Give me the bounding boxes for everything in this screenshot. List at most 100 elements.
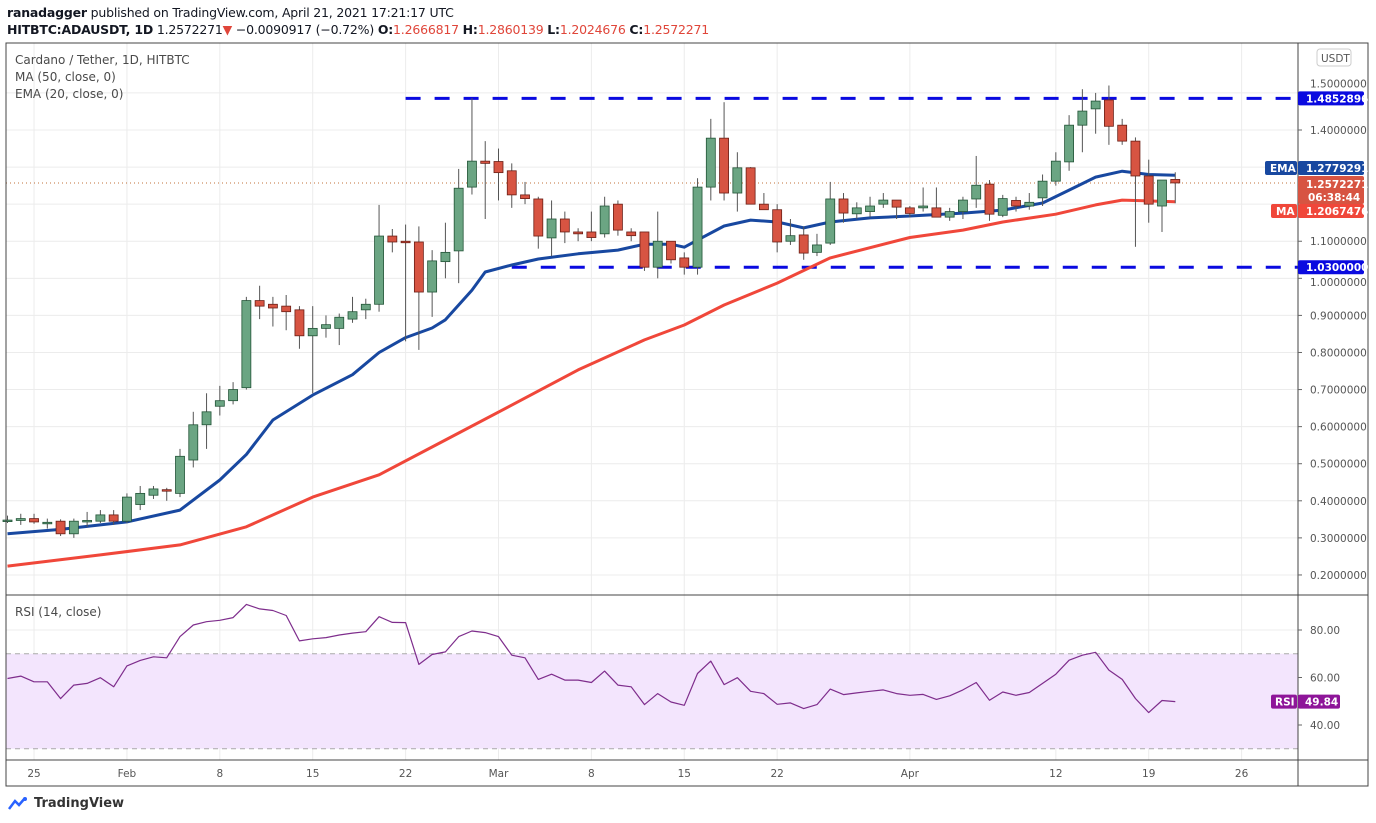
candle xyxy=(891,199,902,219)
candle xyxy=(440,222,451,279)
ema-legend[interactable]: EMA (20, close, 0) xyxy=(15,87,124,101)
ma-legend[interactable]: MA (50, close, 0) xyxy=(15,70,116,84)
candle-body-up xyxy=(467,160,477,188)
candle-body-up xyxy=(214,400,225,407)
candle xyxy=(1064,115,1074,171)
support-price-label-bg xyxy=(1298,260,1364,275)
candle xyxy=(228,382,238,405)
rsi-legend[interactable]: RSI (14, close) xyxy=(15,605,102,619)
candle xyxy=(55,519,66,537)
candle-body-up xyxy=(321,324,331,329)
resistance-price-label: 1.4852896 xyxy=(1306,93,1368,105)
candle-body-up xyxy=(307,327,318,337)
candle-body-down xyxy=(1170,179,1181,184)
high-label: H: xyxy=(462,22,478,37)
candle-body-down xyxy=(1117,124,1128,142)
candle-body-up xyxy=(732,167,743,194)
candle xyxy=(705,118,716,201)
price-tick-label: 0.7000000 xyxy=(1310,385,1367,397)
rsi-tag-bg xyxy=(1271,694,1297,709)
candle-body-down xyxy=(520,194,530,199)
candle xyxy=(758,193,769,211)
ma-tag: MA xyxy=(1276,206,1295,218)
candle xyxy=(82,511,93,527)
candle-body-up xyxy=(148,488,159,496)
candle xyxy=(108,510,119,525)
price-tick-label: 0.8000000 xyxy=(1310,347,1367,359)
candle xyxy=(95,510,106,524)
candle xyxy=(413,226,424,350)
price-tick-label: 0.3000000 xyxy=(1310,533,1367,545)
candle xyxy=(546,200,557,257)
candle-body-up xyxy=(347,311,358,320)
price-tick-label: 1.4000000 xyxy=(1310,125,1367,137)
candle-body-up xyxy=(599,205,610,235)
candle-body-down xyxy=(639,231,650,268)
candle-body-down xyxy=(666,240,676,261)
candle-body-up xyxy=(122,496,132,522)
currency-badge xyxy=(1316,48,1352,67)
candle-body-up xyxy=(865,205,875,212)
candle-body-up xyxy=(705,137,716,188)
candle-body-down xyxy=(838,198,849,214)
time-tick-label: 8 xyxy=(216,768,223,780)
low-label: L: xyxy=(547,22,560,37)
candle-body-up xyxy=(1157,179,1167,207)
author[interactable]: ranadagger xyxy=(7,5,87,20)
candle xyxy=(520,181,530,205)
candle xyxy=(745,167,756,205)
candle-body-down xyxy=(1130,140,1141,177)
candle xyxy=(214,385,225,416)
candle-body-up xyxy=(971,184,982,200)
candle-body-up xyxy=(15,518,26,521)
candle-body-up xyxy=(135,492,146,505)
candle xyxy=(1011,196,1021,212)
time-tick-label: 22 xyxy=(399,768,412,780)
low-value: 1.2024676 xyxy=(559,22,626,37)
candle xyxy=(984,180,995,221)
candle xyxy=(480,141,491,219)
candle xyxy=(533,196,544,249)
currency-badge-label[interactable]: USDT xyxy=(1321,53,1350,65)
price-tick-label: 0.6000000 xyxy=(1310,422,1367,434)
candle xyxy=(307,306,318,394)
candle-body-down xyxy=(613,203,623,231)
candle-body-up xyxy=(812,244,822,253)
candle-body-down xyxy=(413,241,424,293)
brand-name: TradingView xyxy=(34,796,125,811)
candle xyxy=(400,224,411,342)
ma50-line xyxy=(7,198,1176,568)
candle xyxy=(42,518,53,529)
open-label: O: xyxy=(377,22,394,37)
candle-body-up xyxy=(1090,100,1101,110)
candles xyxy=(2,85,1181,538)
candle xyxy=(467,98,477,195)
candle xyxy=(613,200,623,236)
candle-body-up xyxy=(546,218,557,239)
candle-body-down xyxy=(254,300,265,307)
last-price-label-bg xyxy=(1298,176,1364,204)
time-tick-label: Feb xyxy=(118,768,137,780)
price-tick-label: 0.9000000 xyxy=(1310,310,1367,322)
candle xyxy=(1024,193,1035,210)
candle-body-down xyxy=(400,240,411,244)
candle-body-up xyxy=(2,519,13,522)
candle xyxy=(453,168,464,284)
candle-body-up xyxy=(201,411,212,426)
candle xyxy=(161,487,172,501)
candle-body-down xyxy=(559,218,570,233)
candle xyxy=(652,211,663,279)
candle xyxy=(1104,85,1114,145)
tradingview-logo[interactable]: TradingView xyxy=(8,796,124,811)
candle xyxy=(904,206,915,218)
candle-body-down xyxy=(161,489,172,492)
grid xyxy=(6,43,1298,760)
candle xyxy=(188,411,199,468)
time-tick-label: 12 xyxy=(1049,768,1062,780)
ema-tag: EMA xyxy=(1270,163,1297,175)
candle xyxy=(798,226,809,260)
chart-frame xyxy=(5,42,1369,787)
candle-body-up xyxy=(1050,160,1061,182)
candle xyxy=(944,207,955,221)
